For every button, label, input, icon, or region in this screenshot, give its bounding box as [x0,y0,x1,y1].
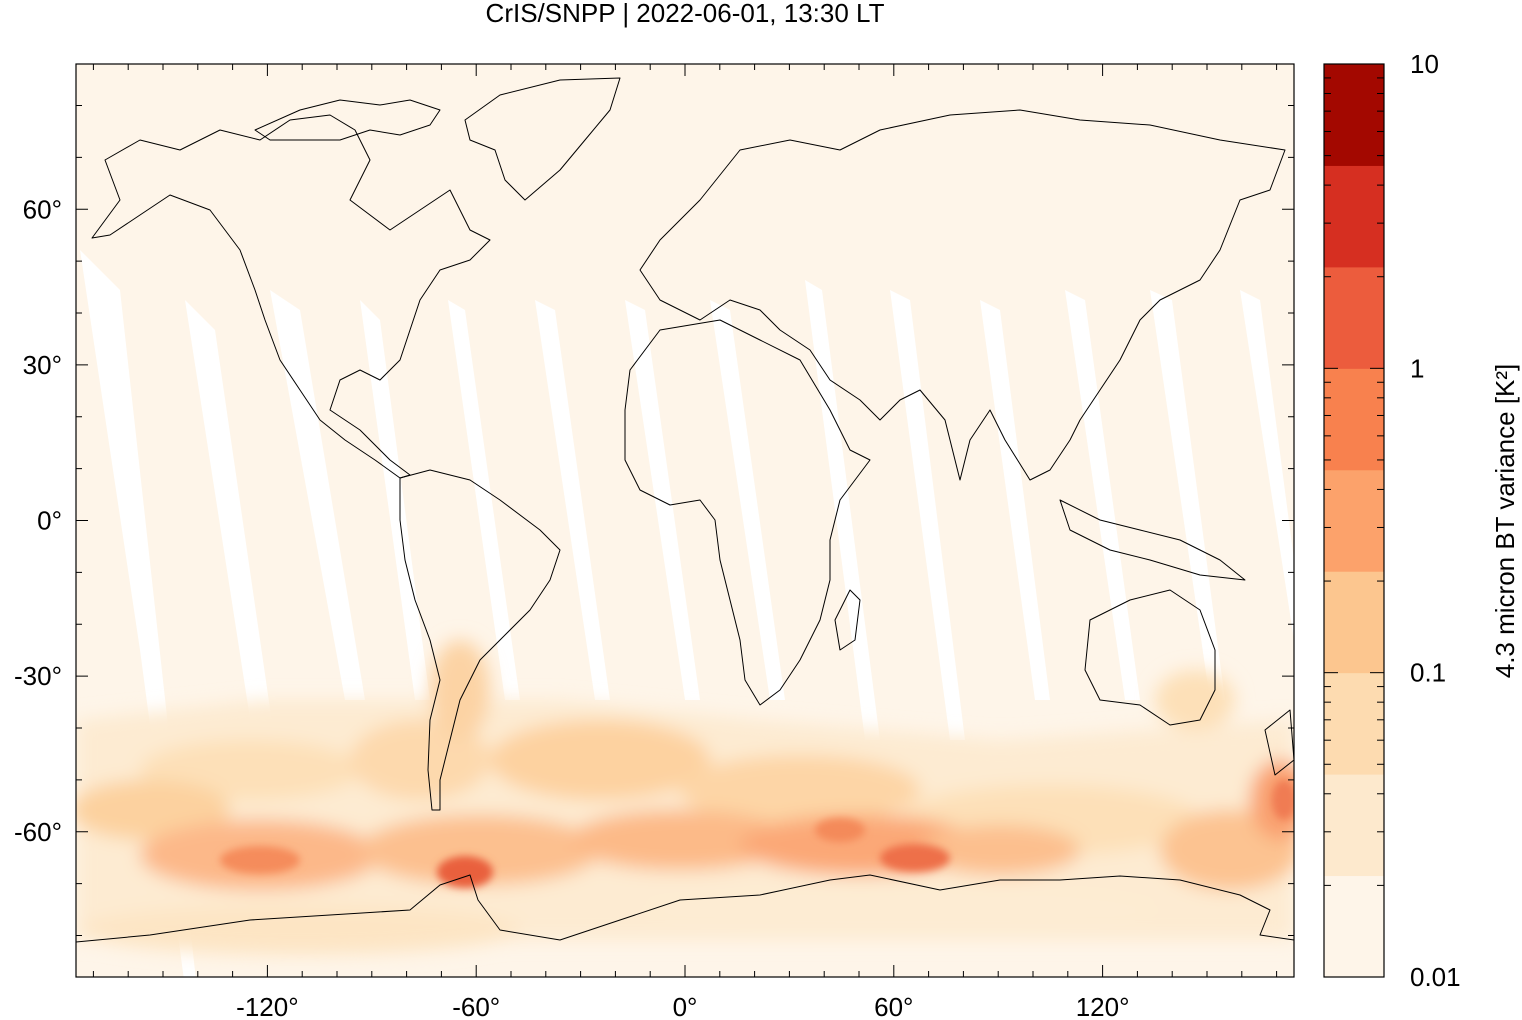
orbit-gap [448,300,520,700]
map-panel [76,64,1294,977]
map-frame [75,63,1295,978]
coastline-north-america [91,114,491,479]
orbit-gap [1150,290,1225,700]
colorbar-segment [1324,368,1384,471]
colorbar-segment [1324,64,1384,166]
colorbar-segment [1324,672,1384,775]
orbit-gap [710,300,785,700]
x-tick-label: -120° [236,992,298,1020]
coastline-eurasia [639,109,1286,481]
orbit-gap [890,290,965,740]
colorbar-label-text: 4.3 micron BT variance [K²] [1490,364,1520,679]
orbit-gap [535,300,610,700]
coastline-madagascar [834,589,861,651]
orbit-gap [980,300,1050,700]
y-tick-label: 60° [23,194,62,224]
colorbar-label: 4.3 micron BT variance [K²] [1490,364,1520,679]
colorbar-segment [1324,774,1384,877]
colorbar-tick-label: 1 [1410,353,1424,383]
colorbar-segment [1324,165,1384,268]
coastline-australia [1084,589,1216,726]
coastline-africa [624,319,871,706]
y-tick-label: -60° [14,817,62,847]
orbit-gap [360,300,430,700]
panel-ticks [76,64,1294,977]
x-axis: -120° -60° 0° 60° 120° [236,992,1129,1020]
chart-title: CrIS/SNPP | 2022-06-01, 13:30 LT [486,0,885,28]
y-tick-label: -30° [14,661,62,691]
colorbar-tick-label: 10 [1410,49,1439,79]
orbit-gaps [80,250,1294,977]
x-tick-label: 120° [1076,992,1130,1020]
y-tick-label: 0° [37,506,62,536]
orbit-gap [1240,290,1294,640]
colorbar: 10 1 0.1 0.01 [1323,49,1461,992]
y-tick-label: 30° [23,350,62,380]
colorbar-segment [1324,469,1384,572]
colorbar-segment [1324,266,1384,369]
colorbar-frame [1323,63,1385,978]
variance-hotspots [220,780,1294,888]
coastline-greenland [464,77,621,201]
x-tick-label: 0° [673,992,698,1020]
orbit-gap [270,290,365,700]
orbit-gap [625,300,700,700]
x-tick-label: -60° [452,992,500,1020]
colorbar-tick-label: 0.01 [1410,962,1461,992]
coastline-antarctica [76,874,1294,943]
orbit-gap [805,280,880,740]
orbit-gap [1065,290,1140,700]
coastline-south-america [399,469,561,811]
coastlines [76,77,1294,943]
coastline-arctic-islands [254,99,441,141]
colorbar-segment [1324,875,1384,978]
x-tick-label: 60° [874,992,913,1020]
colorbar-segment [1324,571,1384,674]
colorbar-tick-label: 0.1 [1410,658,1446,688]
coastline-new-zealand [1264,709,1294,776]
coastline-maritime-asia [1059,499,1246,581]
y-axis: 60° 30° 0° -30° -60° [14,194,62,847]
